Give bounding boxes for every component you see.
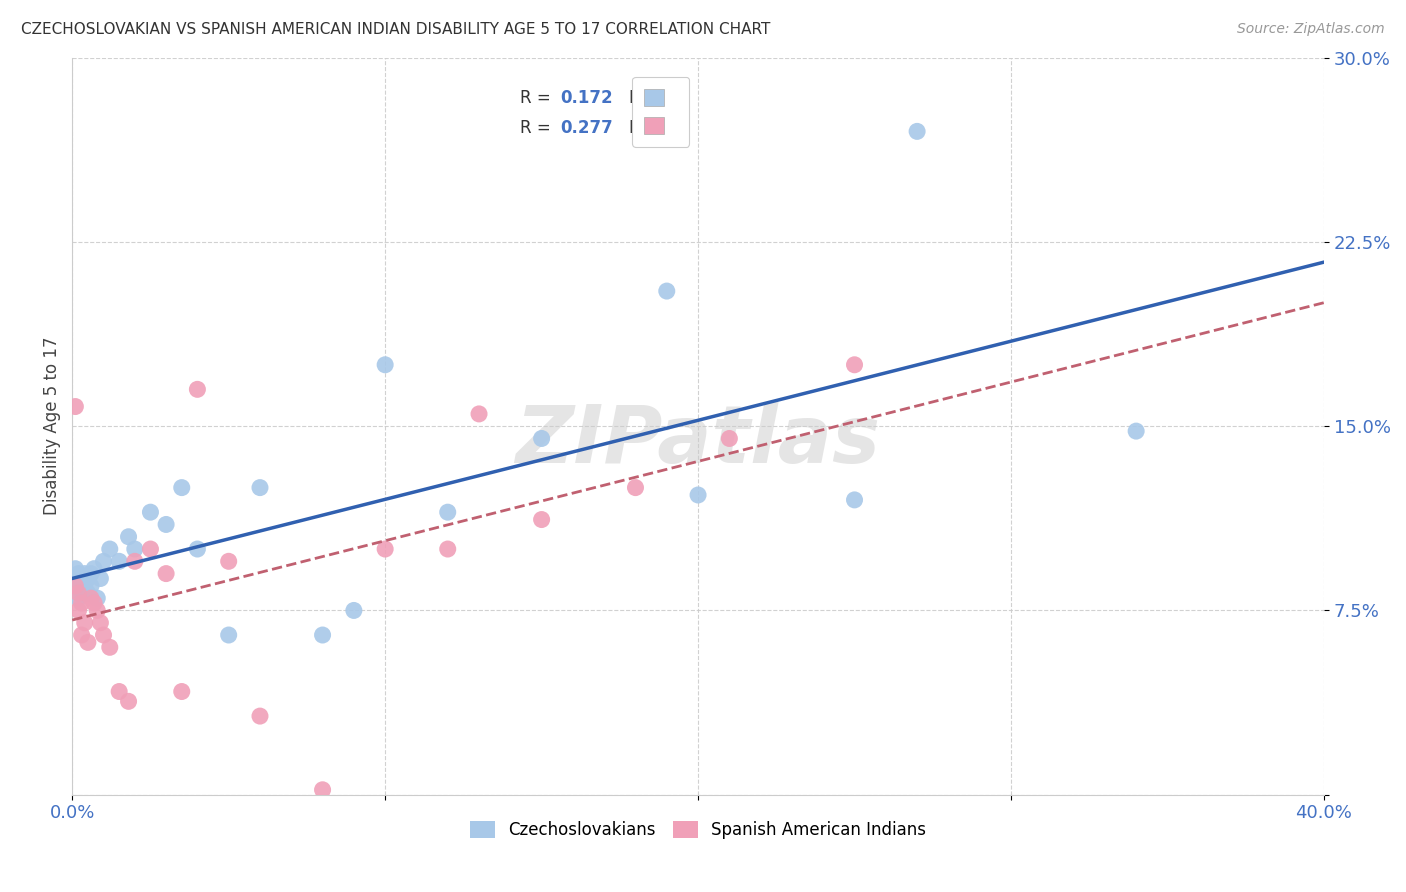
Point <box>65 579 87 593</box>
Point <box>311 782 333 797</box>
Point <box>1125 424 1147 438</box>
Point <box>624 481 647 495</box>
Point <box>170 481 193 495</box>
Text: CZECHOSLOVAKIAN VS SPANISH AMERICAN INDIAN DISABILITY AGE 5 TO 17 CORRELATION CH: CZECHOSLOVAKIAN VS SPANISH AMERICAN INDI… <box>21 22 770 37</box>
Point <box>67 586 90 600</box>
Point <box>73 566 96 581</box>
Point <box>170 684 193 698</box>
Point <box>83 596 105 610</box>
Point <box>343 603 366 617</box>
Point <box>124 542 146 557</box>
Point <box>93 554 115 568</box>
Point <box>108 554 131 568</box>
Y-axis label: Disability Age 5 to 17: Disability Age 5 to 17 <box>44 337 60 516</box>
Point <box>530 432 553 446</box>
Point <box>86 603 108 617</box>
Point <box>311 628 333 642</box>
Point <box>80 591 103 606</box>
Point <box>67 579 90 593</box>
Point <box>65 579 87 593</box>
Text: R =: R = <box>520 89 557 107</box>
Point <box>249 709 271 723</box>
Point <box>374 542 396 557</box>
Point <box>218 554 240 568</box>
Point <box>436 505 458 519</box>
Point <box>844 492 866 507</box>
Point <box>70 572 93 586</box>
Point <box>93 628 115 642</box>
Text: 31: 31 <box>666 119 690 136</box>
Point <box>155 566 177 581</box>
Point <box>86 591 108 606</box>
Point <box>80 566 103 581</box>
Point <box>67 603 90 617</box>
Point <box>108 684 131 698</box>
Point <box>218 628 240 642</box>
Text: N =: N = <box>630 89 666 107</box>
Point <box>67 566 90 581</box>
Point <box>186 542 208 557</box>
Point <box>70 596 93 610</box>
Point <box>73 579 96 593</box>
Text: Source: ZipAtlas.com: Source: ZipAtlas.com <box>1237 22 1385 37</box>
Point <box>186 382 208 396</box>
Point <box>65 572 87 586</box>
Point <box>65 562 87 576</box>
Point <box>686 488 709 502</box>
Point <box>98 542 121 557</box>
Point <box>655 284 678 298</box>
Point <box>844 358 866 372</box>
Text: 0.277: 0.277 <box>561 119 613 136</box>
Point <box>139 505 162 519</box>
Point <box>155 517 177 532</box>
Point <box>718 432 741 446</box>
Point <box>530 512 553 526</box>
Legend: Czechoslovakians, Spanish American Indians: Czechoslovakians, Spanish American India… <box>464 814 932 846</box>
Point <box>249 481 271 495</box>
Point <box>374 358 396 372</box>
Text: ZIPatlas: ZIPatlas <box>516 402 880 480</box>
Point <box>73 615 96 630</box>
Text: R =: R = <box>520 119 557 136</box>
Point <box>124 554 146 568</box>
Point <box>77 635 100 649</box>
Text: N =: N = <box>630 119 666 136</box>
Point <box>83 562 105 576</box>
Point <box>67 591 90 606</box>
Point <box>89 572 111 586</box>
Point <box>70 586 93 600</box>
Point <box>77 586 100 600</box>
Point <box>139 542 162 557</box>
Point <box>80 579 103 593</box>
Point <box>89 615 111 630</box>
Point <box>98 640 121 655</box>
Point <box>77 572 100 586</box>
Point <box>436 542 458 557</box>
Point <box>70 628 93 642</box>
Point <box>468 407 491 421</box>
Point <box>65 400 87 414</box>
Point <box>117 694 139 708</box>
Text: 38: 38 <box>666 89 690 107</box>
Point <box>905 124 928 138</box>
Point <box>117 530 139 544</box>
Text: 0.172: 0.172 <box>561 89 613 107</box>
